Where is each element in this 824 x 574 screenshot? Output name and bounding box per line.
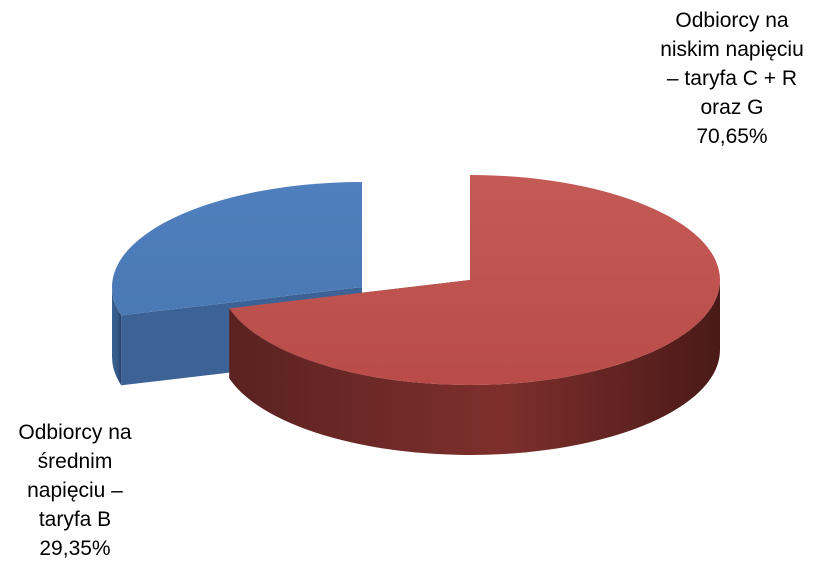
- slice-label-medium-voltage: Odbiorcy na średnim napięciu – taryfa B …: [0, 418, 160, 563]
- slice-label-line: Odbiorcy na: [18, 421, 132, 444]
- slice-value-label: 70,65%: [696, 125, 768, 148]
- slice-label-line: średnim: [37, 450, 113, 473]
- slice-label-line: taryfa B: [38, 508, 112, 531]
- slice-outer-wall: [112, 287, 122, 386]
- slice-label-line: napięciu –: [27, 479, 123, 502]
- slice-value-label: 29,35%: [39, 537, 111, 560]
- pie-slice: [229, 175, 720, 386]
- slice-label-line: Odbiorcy na: [675, 9, 789, 32]
- slice-label-low-voltage: Odbiorcy na niskim napięciu – taryfa C +…: [638, 6, 824, 151]
- slice-outer-wall: [229, 280, 720, 455]
- slice-label-line: – taryfa C + R: [666, 67, 798, 90]
- slice-label-line: niskim napięciu: [660, 38, 804, 61]
- slice-label-line: oraz G: [700, 96, 764, 119]
- pie-slice: [111, 182, 363, 316]
